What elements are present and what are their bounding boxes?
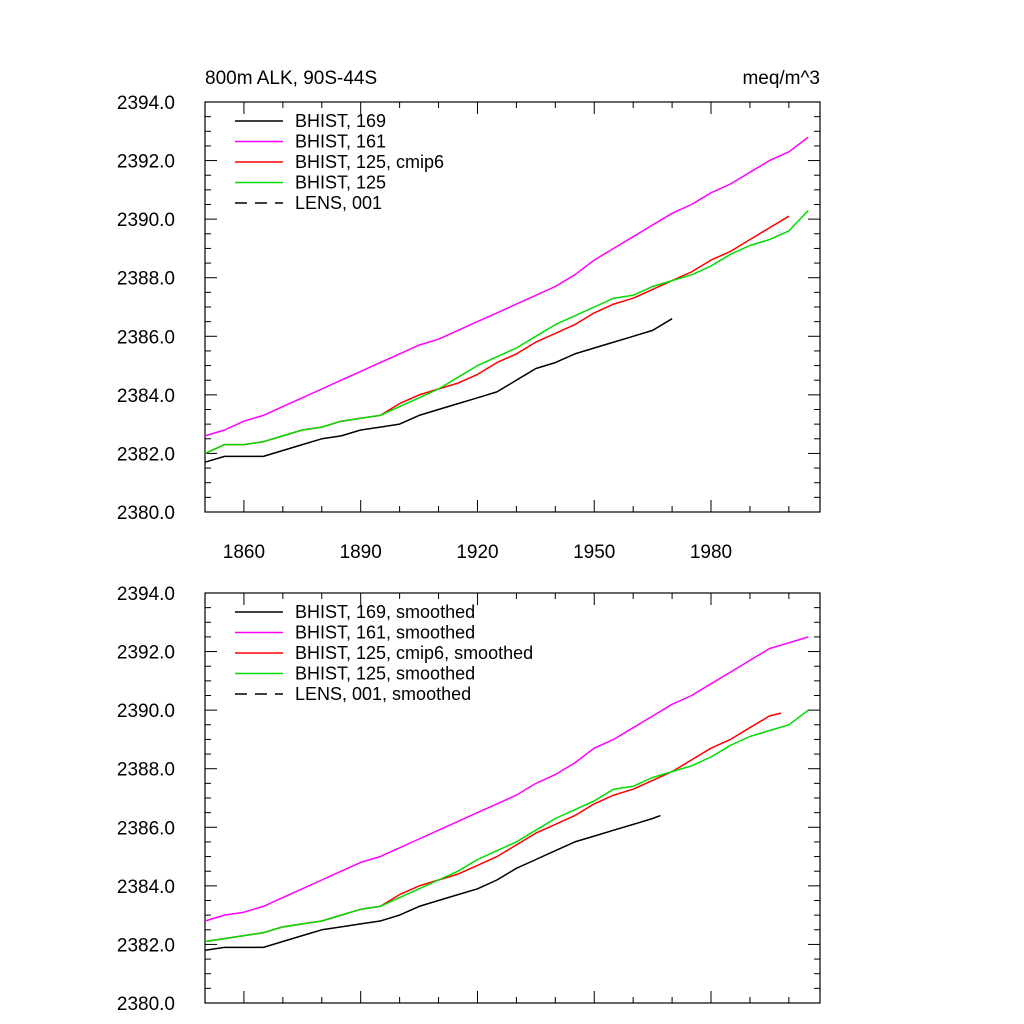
p0-ytick-label: 2380.0 [117, 503, 175, 524]
p0-xtick-label: 1920 [456, 542, 498, 563]
p0-ytick-label: 2382.0 [117, 444, 175, 465]
p1-ytick-label: 2382.0 [117, 935, 175, 956]
p0-legend-label-3: BHIST, 125 [295, 173, 386, 193]
p0-series-line-0 [204, 318, 673, 463]
p1-ytick-label: 2394.0 [117, 584, 175, 605]
p0-series-line-1 [204, 136, 809, 437]
p1-legend-label-4: LENS, 001, smoothed [295, 684, 471, 704]
p0-series-line-2 [204, 215, 790, 455]
p0-xtick-label: 1980 [690, 542, 732, 563]
p0-ytick-label: 2394.0 [117, 93, 175, 114]
p0-xtick-label: 1950 [573, 542, 615, 563]
chart-title-left: 800m ALK, 90S-44S [205, 68, 377, 89]
p0-ytick-label: 2386.0 [117, 327, 175, 348]
p1-legend-label-1: BHIST, 161, smoothed [295, 623, 475, 643]
p0-ytick-label: 2384.0 [117, 386, 175, 407]
bottom-chart-panel: 2380.0 2382.0 2384.0 2386.0 2388.0 2390.0 2392… [117, 584, 821, 1015]
p0-ytick-label: 2390.0 [117, 210, 175, 231]
p1-ytick-label: 2388.0 [117, 760, 175, 781]
p1-series-line-0 [204, 814, 661, 952]
p1-legend-label-3: BHIST, 125, smoothed [295, 664, 475, 684]
p1-ytick-label: 2386.0 [117, 818, 175, 839]
top-chart-panel: 2380.0 2382.0 2384.0 2386.0 2388.0 2390.0 2392… [117, 93, 821, 563]
chart-title-units: meq/m^3 [742, 68, 820, 89]
p1-ytick-label: 2390.0 [117, 701, 175, 722]
p0-legend-label-0: BHIST, 169 [295, 111, 386, 131]
p0-xtick-label: 1890 [340, 542, 382, 563]
p1-series-line-1 [204, 636, 809, 922]
p0-legend-label-1: BHIST, 161 [295, 132, 386, 152]
p0-series-line-3 [204, 209, 809, 455]
p1-ytick-label: 2380.0 [117, 994, 175, 1015]
p0-ytick-label: 2388.0 [117, 269, 175, 290]
p0-legend-label-4: LENS, 001 [295, 193, 382, 213]
p1-series-line-3 [204, 709, 809, 943]
p1-ytick-label: 2392.0 [117, 643, 175, 664]
p0-legend-label-2: BHIST, 125, cmip6 [295, 152, 444, 172]
p1-ytick-label: 2384.0 [117, 877, 175, 898]
p0-ytick-label: 2392.0 [117, 152, 175, 173]
p1-series-line-2 [204, 712, 782, 943]
p1-legend-label-0: BHIST, 169, smoothed [295, 602, 475, 622]
p0-xtick-label: 1860 [223, 542, 265, 563]
p1-legend-label-2: BHIST, 125, cmip6, smoothed [295, 643, 533, 663]
